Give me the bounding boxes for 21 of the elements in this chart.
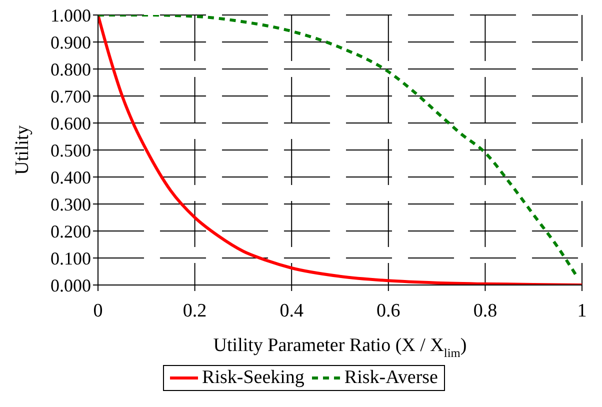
- legend-label: Risk-Seeking: [202, 367, 304, 389]
- x-axis-title: Utility Parameter Ratio (X / X$_{lim}$): [213, 335, 467, 360]
- y-tick-label: 0.400: [50, 167, 91, 188]
- y-tick-label: 0.000: [50, 275, 91, 296]
- y-tick-label: 0.100: [50, 248, 91, 268]
- x-tick-label: 0.6: [376, 300, 400, 322]
- y-axis-title: Utility: [12, 124, 34, 175]
- y-tick-label: 0.200: [50, 221, 91, 242]
- y-tick-label: 0.800: [50, 59, 91, 80]
- y-tick-label: 1.000: [50, 5, 91, 26]
- x-tick-label: 0: [93, 300, 103, 322]
- legend-label: Risk-Averse: [344, 367, 438, 389]
- y-tick-label: 0.700: [50, 86, 91, 106]
- x-tick-label: 1: [577, 300, 587, 322]
- y-tick-label: 0.300: [50, 194, 91, 214]
- x-tick-label: 0.4: [280, 300, 304, 322]
- y-tick-label: 0.900: [50, 32, 91, 52]
- y-tick-label: 0.500: [50, 140, 91, 160]
- y-tick-label: 0.600: [50, 113, 91, 134]
- x-tick-label: 0.2: [182, 300, 207, 322]
- x-tick-label: 0.8: [473, 300, 498, 322]
